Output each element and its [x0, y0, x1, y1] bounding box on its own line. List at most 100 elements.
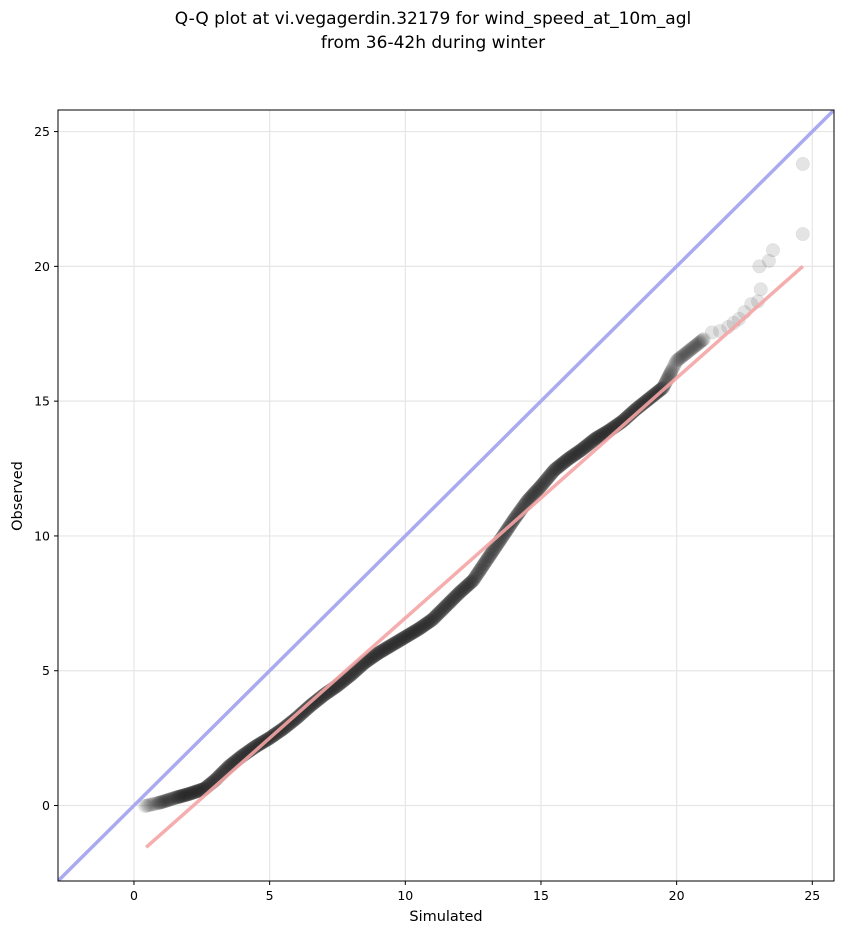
data-point [567, 447, 582, 462]
data-point [590, 430, 605, 445]
y-axis-ticks: 0 5 10 15 20 25 [34, 124, 58, 813]
data-point [752, 259, 767, 274]
data-point [151, 795, 166, 810]
data-point [578, 439, 593, 454]
data-point [249, 738, 265, 753]
data-point [535, 476, 550, 491]
data-point [675, 349, 690, 364]
data-point [588, 431, 603, 446]
data-point [693, 334, 708, 350]
data-point [532, 480, 547, 496]
data-point [178, 787, 193, 802]
data-point [557, 454, 572, 470]
data-point [561, 452, 576, 467]
data-point [452, 585, 467, 600]
data-point [412, 621, 427, 636]
data-point [457, 580, 473, 595]
data-point [287, 712, 303, 727]
data-point [420, 615, 435, 630]
y-tick-label: 20 [34, 259, 50, 274]
data-point [676, 347, 691, 363]
data-point [176, 788, 191, 803]
data-point [251, 737, 266, 752]
data-point [555, 456, 570, 471]
data-point [364, 650, 379, 665]
data-point [450, 587, 465, 602]
data-point [402, 627, 417, 642]
data-point [485, 543, 501, 558]
data-point [149, 796, 164, 811]
y-tick-label: 25 [34, 124, 50, 139]
data-point [165, 791, 180, 806]
data-point [368, 648, 383, 663]
data-point [170, 790, 185, 805]
data-point [162, 792, 177, 807]
data-point [689, 337, 704, 352]
data-point [421, 614, 436, 630]
data-point [366, 649, 381, 664]
data-point [383, 638, 398, 653]
data-point [147, 797, 161, 811]
data-point [431, 606, 446, 621]
data-point [174, 788, 189, 804]
data-point [454, 583, 469, 598]
data-point [580, 438, 595, 453]
data-point [367, 648, 382, 663]
data-point [284, 715, 299, 730]
data-point [385, 637, 400, 652]
data-point [287, 713, 302, 728]
data-point [186, 785, 201, 800]
data-point [761, 253, 776, 269]
data-point [476, 557, 492, 572]
data-point [462, 576, 477, 591]
data-point [373, 644, 388, 659]
data-point [160, 793, 175, 808]
data-point [192, 783, 208, 798]
data-point [399, 629, 414, 644]
data-point [475, 559, 490, 574]
data-point [695, 332, 710, 347]
data-point [579, 439, 594, 454]
data-point [432, 605, 447, 620]
data-point [285, 714, 300, 729]
data-point [184, 785, 199, 801]
data-point [183, 786, 199, 801]
data-point [687, 339, 702, 354]
x-tick-label: 15 [533, 888, 549, 903]
data-point [386, 636, 401, 652]
data-point [188, 784, 203, 799]
data-point [537, 474, 552, 489]
data-point [486, 542, 501, 557]
x-tick-label: 5 [266, 888, 274, 903]
data-point [549, 461, 564, 476]
data-point [381, 640, 396, 655]
data-point [684, 342, 699, 357]
data-point [646, 388, 661, 403]
data-point [457, 581, 472, 596]
data-point [409, 623, 424, 638]
data-point [428, 609, 443, 624]
data-point [795, 156, 810, 171]
data-point [665, 362, 680, 377]
data-point [670, 352, 685, 368]
data-point [533, 480, 548, 495]
data-point [589, 431, 604, 446]
data-point [562, 450, 577, 465]
data-point [375, 643, 390, 658]
data-point [152, 795, 167, 810]
data-point [172, 789, 187, 804]
data-point [252, 737, 267, 752]
data-point [479, 553, 494, 568]
data-point [484, 546, 499, 561]
data-point [569, 446, 584, 461]
data-point [433, 604, 448, 619]
data-point [509, 508, 524, 524]
data-point [286, 713, 301, 728]
data-point [280, 718, 295, 733]
data-point [404, 626, 419, 641]
data-point [410, 622, 425, 638]
data-point [401, 627, 416, 642]
data-point [568, 447, 583, 462]
data-point [192, 783, 207, 798]
data-point [400, 628, 416, 643]
